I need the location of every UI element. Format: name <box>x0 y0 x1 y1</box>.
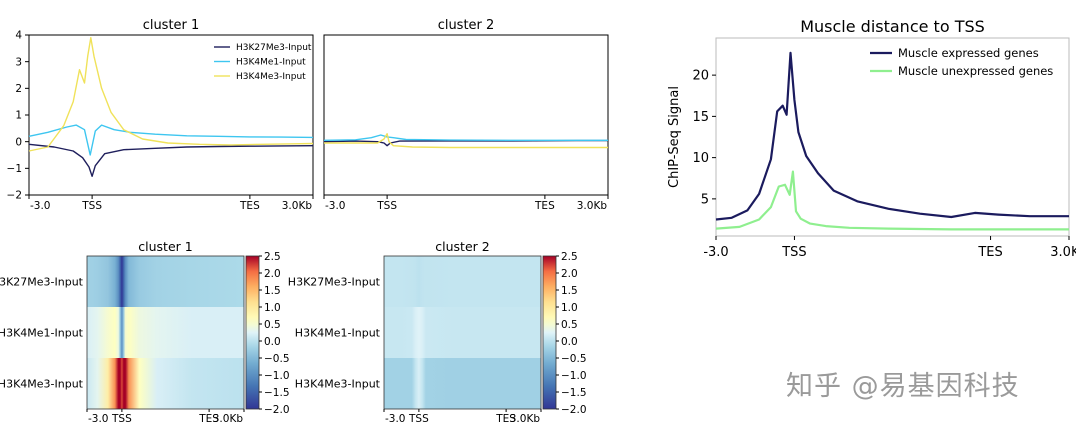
heatmap-row-label: H3K4Me3-Input <box>295 378 381 391</box>
legend-entry: H3K4Me1-Input <box>236 58 306 68</box>
heatmap-frame <box>86 255 245 410</box>
x-tick-label: -3.0 <box>30 200 51 212</box>
heatmap-row <box>384 358 541 409</box>
colorbar-tick-label: 0.5 <box>264 319 281 331</box>
colorbar-tick-label: −2.0 <box>264 404 290 416</box>
y-tick-label: 0 <box>15 136 22 148</box>
colorbar-tick-label: 1.0 <box>264 302 281 314</box>
x-tick-label: TSS <box>781 245 806 260</box>
x-tick-label: TES <box>239 200 260 212</box>
y-axis-label: ChIP-Seq Signal <box>667 86 682 188</box>
x-tick-label: 3.0Kb <box>282 200 313 212</box>
colorbar-tick-label: −1.5 <box>561 387 587 399</box>
colorbar <box>542 255 557 410</box>
series-line <box>28 124 314 156</box>
y-tick-label: −2 <box>7 190 22 202</box>
colorbar-tick-label: 0.0 <box>561 336 578 348</box>
colorbar-tick-label: −1.5 <box>264 387 290 399</box>
y-tick-label: 15 <box>692 110 709 125</box>
chart-title: cluster 1 <box>143 18 200 33</box>
colorbar <box>245 255 260 410</box>
heatmap-title: cluster 1 <box>138 239 192 254</box>
legend-entry: H3K4Me3-Input <box>236 72 306 82</box>
heatmap-row-label: H3K4Me1-Input <box>295 327 381 340</box>
legend-entry: H3K27Me3-Input <box>236 43 312 53</box>
series-line <box>28 143 314 178</box>
heatmap-row-label: H3K4Me1-Input <box>0 327 84 340</box>
x-tick-label: TSS <box>111 413 132 425</box>
y-tick-label: 10 <box>692 151 709 166</box>
heatmap-row <box>384 256 541 307</box>
heatmap-row <box>87 256 244 307</box>
y-tick-label: −1 <box>7 163 22 175</box>
y-tick-label: 20 <box>692 69 709 84</box>
heatmap-row-label: H3K4Me3-Input <box>0 378 84 391</box>
colorbar-tick-label: 1.5 <box>264 285 281 297</box>
colorbar-tick-label: 2.5 <box>561 251 578 263</box>
chart-title: Muscle distance to TSS <box>800 17 985 36</box>
x-tick-label: 3.0Kb <box>213 413 244 425</box>
heatmap-row-label: H3K27Me3-Input <box>288 276 381 289</box>
chart-title: cluster 2 <box>438 18 495 33</box>
series-line <box>715 51 1069 221</box>
x-tick-label: TES <box>198 413 219 425</box>
series-line <box>28 37 314 152</box>
colorbar-tick-label: 0.0 <box>264 336 281 348</box>
colorbar-tick-label: 1.5 <box>561 285 578 297</box>
y-tick-label: 1 <box>15 110 22 122</box>
colorbar-tick-label: −0.5 <box>264 353 290 365</box>
colorbar-tick-label: 0.5 <box>561 319 578 331</box>
heatmap-row <box>384 307 541 358</box>
colorbar-tick-label: −0.5 <box>561 353 587 365</box>
heatmap-row <box>87 307 244 358</box>
series-line <box>324 132 608 149</box>
x-tick-label: -3.0 <box>385 413 406 425</box>
colorbar-tick-label: −2.0 <box>561 404 587 416</box>
x-tick-label: 3.0Kb <box>577 200 608 212</box>
colorbar-tick-label: −1.0 <box>264 370 290 382</box>
plot-frame <box>323 34 609 196</box>
plot-frame <box>715 37 1070 237</box>
colorbar-tick-label: 2.0 <box>264 268 281 280</box>
y-tick-label: 3 <box>15 56 22 68</box>
heatmap-title: cluster 2 <box>435 239 489 254</box>
x-tick-label: -3.0 <box>88 413 109 425</box>
series-line <box>323 134 608 142</box>
watermark-text: 知乎 @易基因科技 <box>786 371 1020 402</box>
colorbar-tick-label: 2.0 <box>561 268 578 280</box>
y-tick-label: 5 <box>701 192 709 207</box>
heatmap-frame <box>383 255 542 410</box>
x-tick-label: 3.0Kb <box>1050 245 1076 260</box>
y-tick-label: 2 <box>15 83 22 95</box>
x-tick-label: TES <box>495 413 516 425</box>
x-tick-label: TES <box>534 200 555 212</box>
x-tick-label: TSS <box>81 200 102 212</box>
legend-entry: Muscle unexpressed genes <box>898 64 1053 78</box>
x-tick-label: TSS <box>376 200 397 212</box>
colorbar-tick-label: 1.0 <box>561 302 578 314</box>
x-tick-label: -3.0 <box>703 245 728 260</box>
heatmap-row <box>87 358 244 409</box>
colorbar-tick-label: −1.0 <box>561 370 587 382</box>
x-tick-label: TES <box>977 245 1002 260</box>
legend-entry: Muscle expressed genes <box>898 46 1039 60</box>
x-tick-label: -3.0 <box>325 200 346 212</box>
colorbar-tick-label: 2.5 <box>264 251 281 263</box>
y-tick-label: 4 <box>15 30 22 42</box>
x-tick-label: TSS <box>408 413 429 425</box>
series-line <box>715 170 1069 231</box>
x-tick-label: 3.0Kb <box>510 413 541 425</box>
heatmap-row-label: H3K27Me3-Input <box>0 276 84 289</box>
